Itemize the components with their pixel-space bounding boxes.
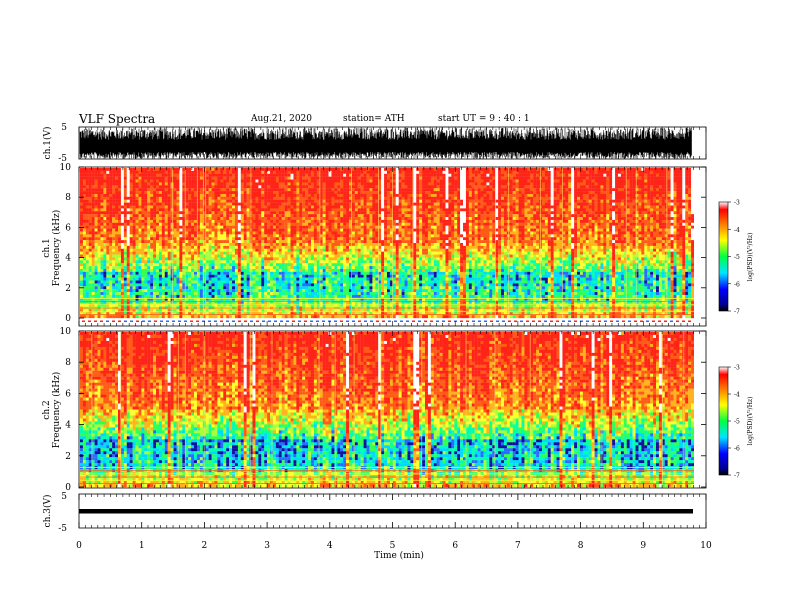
time-tick-label: 7 xyxy=(515,541,521,551)
colorbar-tick-label: -6 xyxy=(734,281,740,288)
colorbar-tick-label: -5 xyxy=(734,419,740,426)
colorbar-tick-label: -3 xyxy=(734,200,740,207)
ch2-spectrogram-image xyxy=(80,332,706,487)
colorbar-tick-label: -5 xyxy=(734,254,740,261)
ch1-spectrogram-ylabel-1: ch.1 xyxy=(42,238,52,257)
ch1-colorbar: -3 -4 -5 -6 -7 log(PSD)(V²/Hz) xyxy=(719,200,754,316)
spectrogram-ytick-label: 10 xyxy=(60,163,72,173)
time-tick-label: 2 xyxy=(202,541,208,551)
ch1-spectrogram-ylabel-2: Frequency (kHz) xyxy=(51,210,62,287)
time-tick-label: 1 xyxy=(139,541,145,551)
colorbar-tick-label: -4 xyxy=(734,227,740,234)
colorbar-tick-label: -4 xyxy=(734,392,740,399)
time-tick-label: 0 xyxy=(76,541,82,551)
ch3-waveform-panel: 5 -5 ch.3(V) 0 1 2 3 4 5 6 7 8 9 10 Time (min) xyxy=(42,492,712,561)
spectrogram-ytick-label: 10 xyxy=(60,327,72,337)
ch1-spectrogram-image xyxy=(80,168,706,326)
ch2-colorbar: -3 -4 -5 -6 -7 log(PSD)(V²/Hz) xyxy=(719,365,754,480)
ch2-spectrogram-ylabel-2: Frequency (kHz) xyxy=(51,372,62,449)
spectrogram-ytick-label: 6 xyxy=(65,389,71,399)
ch2-colorbar-scale xyxy=(719,367,728,475)
spectrogram-ytick-label: 6 xyxy=(65,223,71,233)
spectrogram-ytick-label: 4 xyxy=(65,421,71,431)
time-tick-label: 10 xyxy=(700,541,712,551)
spectrogram-ytick-label: 8 xyxy=(65,193,71,203)
time-axis-label: Time (min) xyxy=(374,550,424,561)
time-tick-label: 4 xyxy=(327,541,333,551)
vlf-figure: 5 -5 ch.1(V) 0246810 ch.1 Frequency (kHz… xyxy=(0,0,792,612)
spectrogram-ytick-label: 2 xyxy=(65,452,71,462)
spectrogram-ytick-label: 8 xyxy=(65,358,71,368)
ch2-spectrogram-ylabel-1: ch.2 xyxy=(42,400,52,419)
ch3-ytick-bottom: -5 xyxy=(58,524,67,534)
spectrogram-ytick-label: 4 xyxy=(65,254,71,264)
colorbar-tick-label: -3 xyxy=(734,365,740,372)
ch3-ylabel: ch.3(V) xyxy=(42,495,53,528)
ch1-colorbar-label: log(PSD)(V²/Hz) xyxy=(747,233,754,282)
spectrogram-ytick-label: 2 xyxy=(65,284,71,294)
ch2-colorbar-ticks: -3 -4 -5 -6 -7 xyxy=(728,365,740,480)
ch2-colorbar-label: log(PSD)(V²/Hz) xyxy=(747,397,754,446)
colorbar-tick-label: -7 xyxy=(734,473,740,480)
ch1-ylabel: ch.1(V) xyxy=(42,127,53,160)
spectrogram-ytick-label: 0 xyxy=(65,314,71,324)
ch1-colorbar-scale xyxy=(719,202,728,311)
colorbar-tick-label: -7 xyxy=(734,309,740,316)
ch1-colorbar-ticks: -3 -4 -5 -6 -7 xyxy=(728,200,740,316)
time-tick-label: 6 xyxy=(452,541,458,551)
colorbar-tick-label: -6 xyxy=(734,446,740,453)
ch3-ytick-top: 5 xyxy=(61,492,67,502)
ch1-spectrogram-panel: 0 2 4 6 8 10 ch.1 Frequency (kHz) xyxy=(42,163,706,326)
ch1-ytick-top: 5 xyxy=(61,123,67,133)
time-tick-label: 8 xyxy=(578,541,584,551)
time-tick-label: 9 xyxy=(640,541,646,551)
time-tick-label: 3 xyxy=(264,541,270,551)
time-tick-label: 5 xyxy=(390,541,396,551)
ch3-waveform-trace xyxy=(79,509,693,514)
